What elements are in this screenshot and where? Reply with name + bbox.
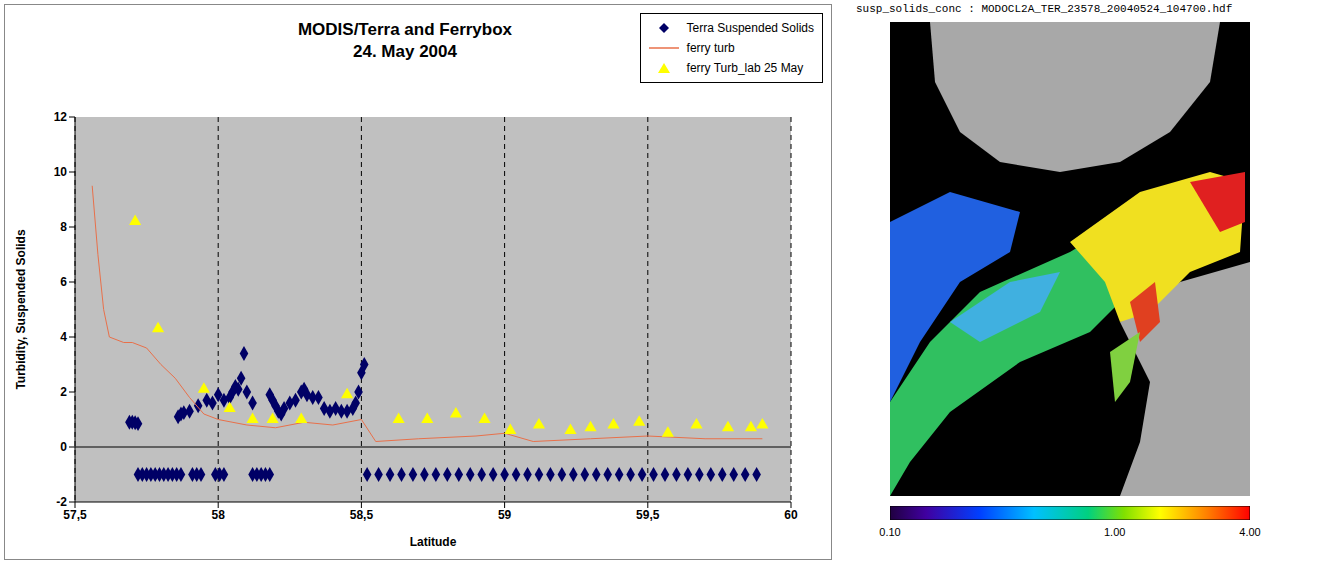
html-text:24. May 2004: 24. May 2004 (353, 42, 457, 61)
html-text:0.10: 0.10 (879, 526, 901, 538)
html-text:1.00: 1.00 (1104, 526, 1126, 538)
svg-text:58,5: 58,5 (350, 508, 374, 522)
svg-text:60: 60 (784, 508, 798, 522)
svg-text:12: 12 (54, 110, 68, 124)
svg-text:Turbidity, Suspended Solids: Turbidity, Suspended Solids (14, 229, 28, 390)
svg-text:6: 6 (60, 275, 67, 289)
html-text:ferry turb: ferry turb (686, 41, 735, 55)
html-text:susp_solids_conc : MODOCL2A_TE: susp_solids_conc : MODOCL2A_TER_23578_20… (856, 3, 1233, 15)
svg-text:10: 10 (54, 165, 68, 179)
html-text:4.00: 4.00 (1239, 526, 1261, 538)
svg-text:59,5: 59,5 (636, 508, 660, 522)
svg-text:Latitude: Latitude (410, 535, 457, 549)
html-text:ferry Turb_lab 25 May: ferry Turb_lab 25 May (686, 61, 804, 75)
svg-text:8: 8 (60, 220, 67, 234)
svg-text:2: 2 (60, 385, 67, 399)
html-text:Terra Suspended Solids: Terra Suspended Solids (686, 21, 814, 35)
svg-text:-2: -2 (56, 495, 67, 509)
svg-text:58: 58 (212, 508, 226, 522)
svg-text:4: 4 (60, 330, 67, 344)
svg-text:59: 59 (498, 508, 512, 522)
svg-text:57,5: 57,5 (63, 508, 87, 522)
html-text:MODIS/Terra and Ferrybox: MODIS/Terra and Ferrybox (297, 20, 513, 39)
svg-text:0: 0 (60, 440, 67, 454)
